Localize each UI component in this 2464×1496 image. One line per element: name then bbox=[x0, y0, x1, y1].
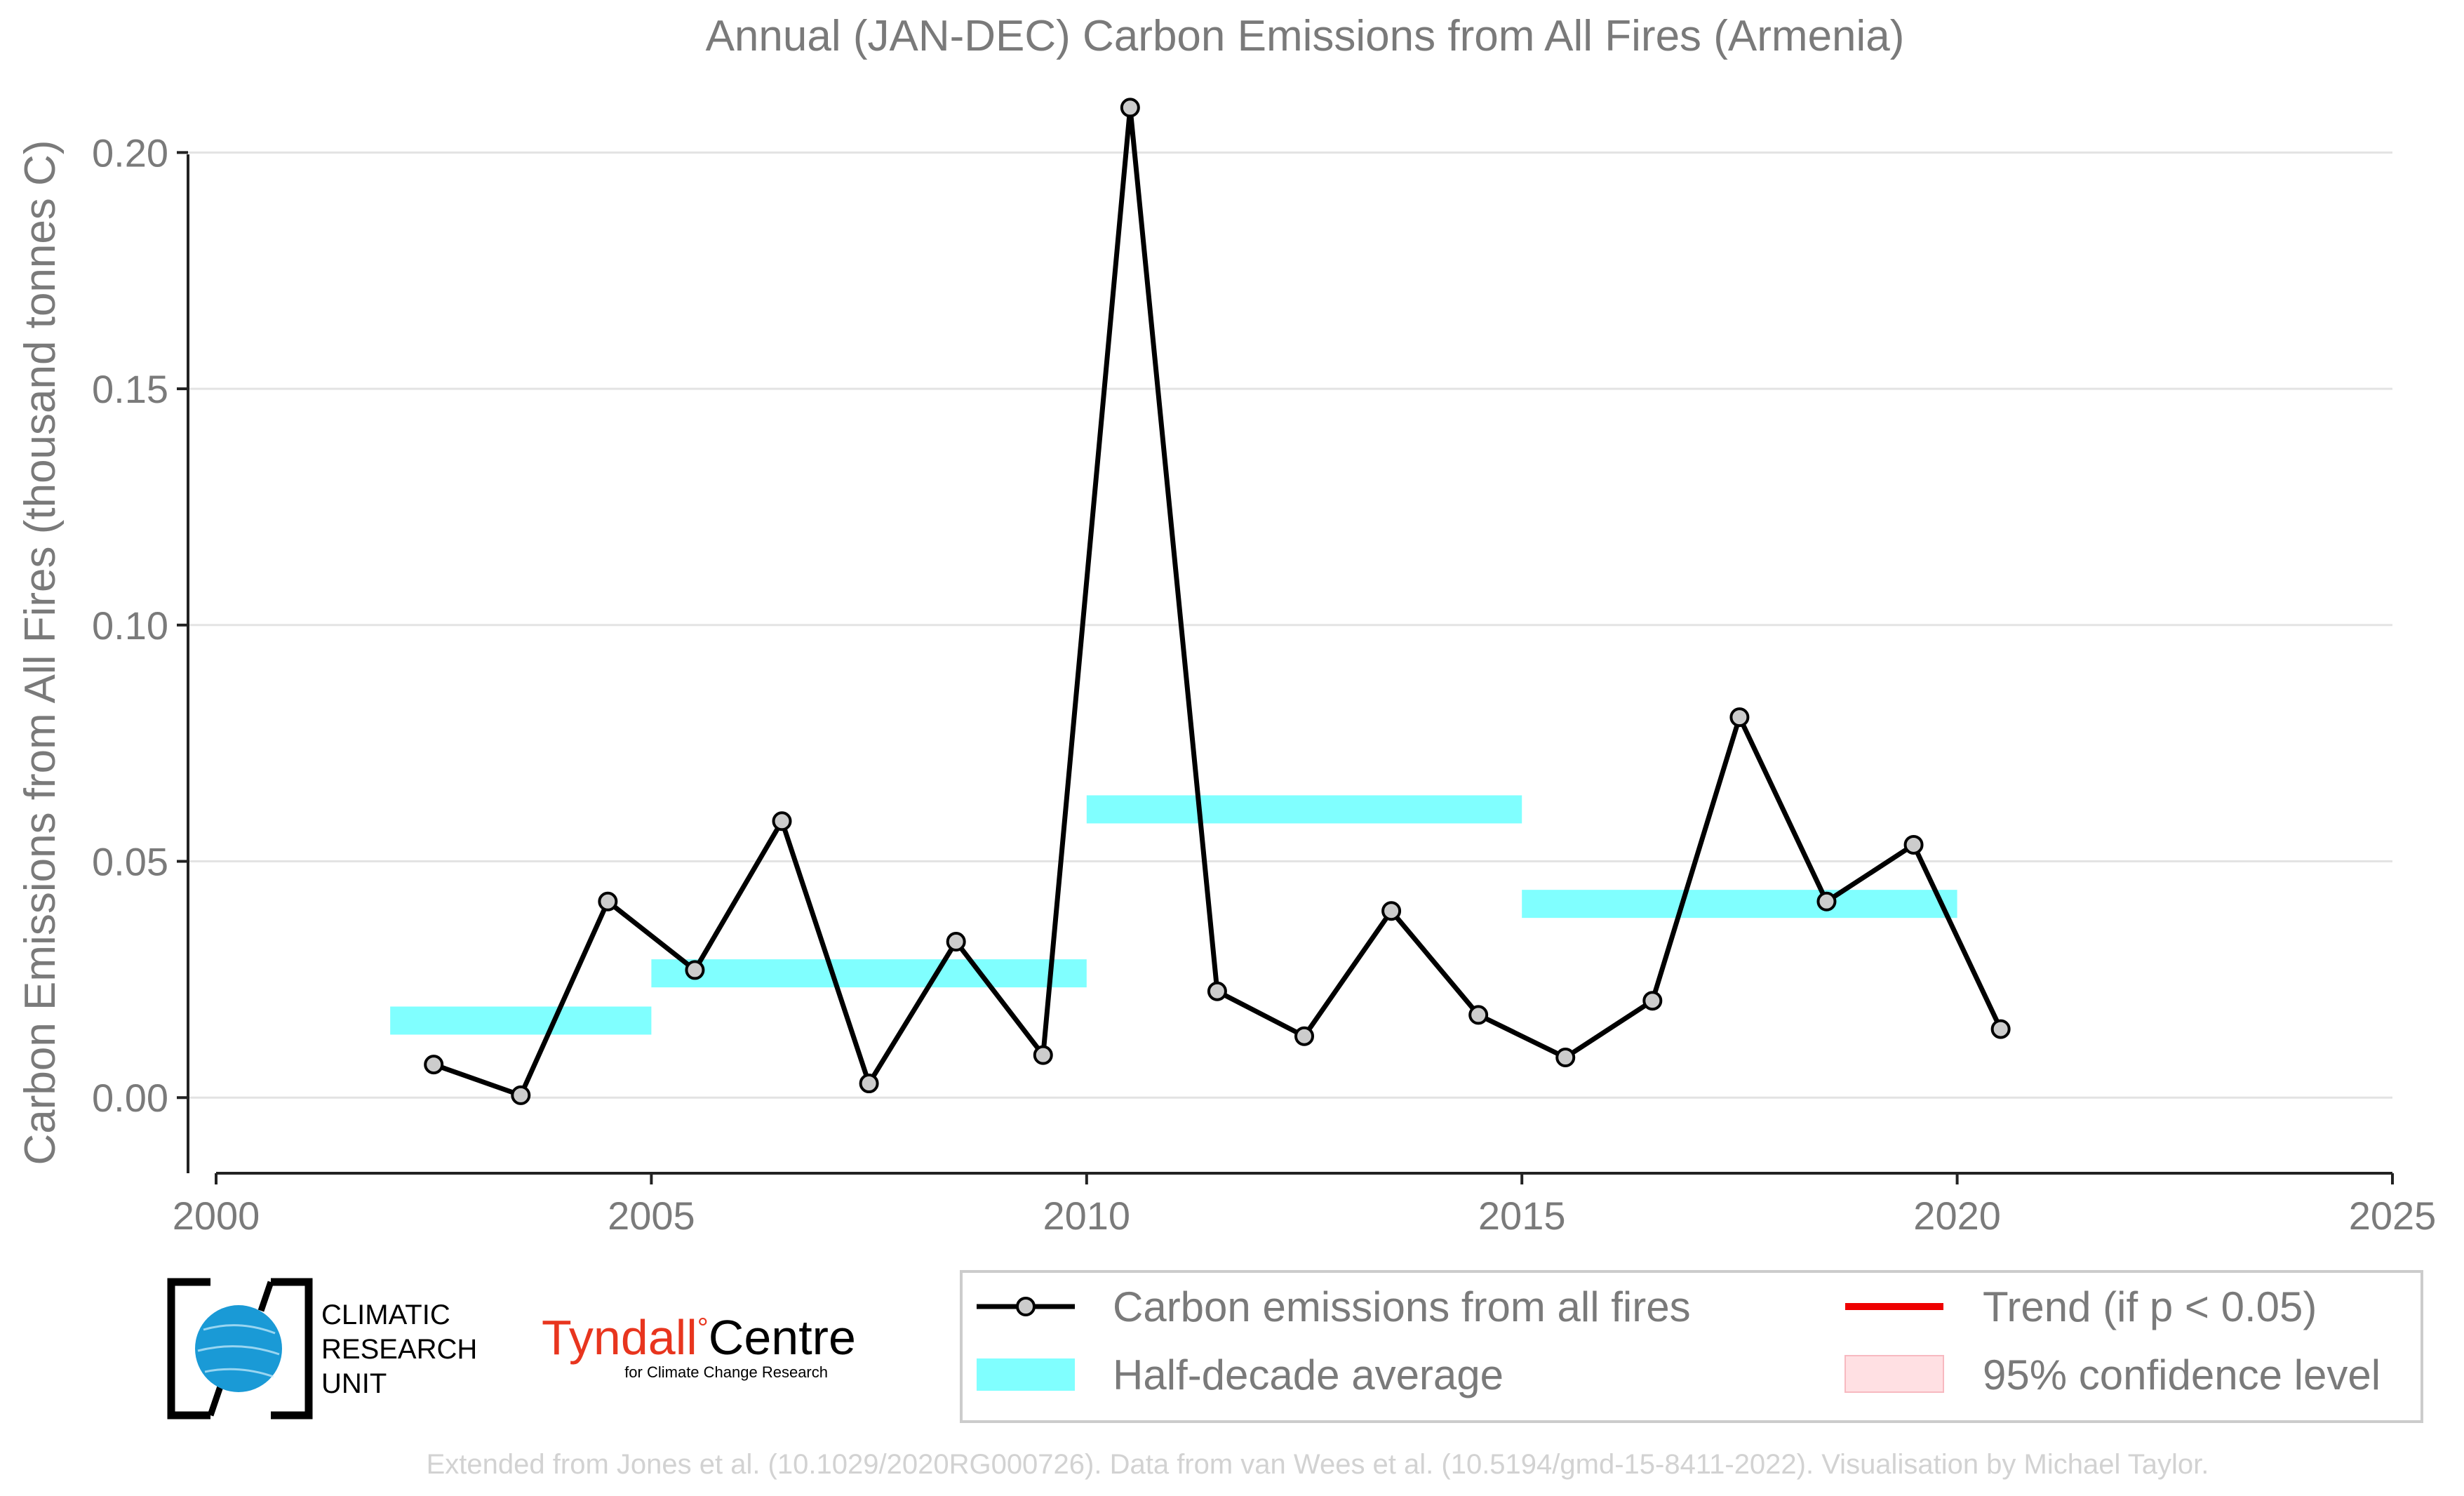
y-tick-label: 0.20 bbox=[92, 131, 168, 175]
tyndall-word: Tyndall bbox=[542, 1310, 697, 1365]
cru-line-1: CLIMATIC bbox=[321, 1300, 450, 1330]
legend-label-emissions: Carbon emissions from all fires bbox=[1113, 1283, 1691, 1330]
data-point bbox=[1207, 981, 1227, 1001]
y-ticks: 0.00 0.05 0.10 0.15 0.20 bbox=[92, 131, 188, 1120]
chart-title: Annual (JAN-DEC) Carbon Emissions from A… bbox=[706, 12, 1905, 60]
data-point bbox=[685, 960, 705, 980]
emissions-line bbox=[433, 105, 2003, 1098]
y-tick-label: 0.00 bbox=[92, 1076, 168, 1120]
cru-line-3: UNIT bbox=[321, 1368, 387, 1399]
half-decade-bar bbox=[1522, 890, 1957, 919]
data-point bbox=[1990, 1019, 2011, 1039]
globe-lines bbox=[197, 1324, 280, 1378]
cru-slash-top bbox=[257, 1281, 274, 1312]
data-point bbox=[772, 811, 792, 832]
legend-label-confidence: 95% confidence level bbox=[1983, 1351, 2381, 1398]
credit-line: Extended from Jones et al. (10.1029/2020… bbox=[427, 1449, 2209, 1480]
x-tick-label: 2015 bbox=[1478, 1194, 1566, 1238]
data-point bbox=[1381, 901, 1402, 921]
data-point bbox=[1033, 1045, 1053, 1065]
data-point bbox=[1729, 707, 1750, 728]
tyndall-centre-word: Centre bbox=[709, 1310, 856, 1365]
y-tick-label: 0.15 bbox=[92, 367, 168, 411]
tyndall-degree: ° bbox=[697, 1313, 709, 1344]
cru-bracket-left bbox=[167, 1278, 210, 1420]
data-point bbox=[598, 891, 618, 911]
half-decade-bar bbox=[1086, 795, 1522, 824]
data-point bbox=[1120, 98, 1140, 118]
cru-logo: CLIMATIC RESEARCH UNIT bbox=[167, 1278, 477, 1420]
grid-lines bbox=[188, 151, 2392, 1099]
legend: Carbon emissions from all fires Trend (i… bbox=[960, 1270, 2423, 1423]
x-ticks: 2000 2005 2010 2015 2020 2025 bbox=[173, 1173, 2437, 1238]
legend-swatch-average bbox=[977, 1358, 1075, 1391]
legend-marker-emissions bbox=[1016, 1297, 1036, 1316]
legend-label-trend: Trend (if p < 0.05) bbox=[1983, 1283, 2317, 1330]
data-point bbox=[1294, 1026, 1314, 1046]
x-tick-label: 2005 bbox=[608, 1194, 695, 1238]
y-axis-label: Carbon Emissions from All Fires (thousan… bbox=[16, 140, 65, 1165]
data-point bbox=[1555, 1048, 1576, 1068]
x-tick-label: 2025 bbox=[2349, 1194, 2437, 1238]
y-tick-label: 0.10 bbox=[92, 603, 168, 648]
legend-frame bbox=[960, 1270, 2423, 1423]
data-point bbox=[511, 1085, 531, 1105]
x-tick-label: 2020 bbox=[1913, 1194, 2001, 1238]
x-tick-label: 2010 bbox=[1043, 1194, 1131, 1238]
tyndall-subtitle: for Climate Change Research bbox=[624, 1363, 828, 1381]
data-point bbox=[1816, 891, 1837, 911]
emissions-series bbox=[424, 98, 2011, 1105]
data-point bbox=[1903, 834, 1924, 855]
data-point bbox=[1468, 1005, 1489, 1025]
y-tick-label: 0.05 bbox=[92, 840, 168, 884]
half-decade-bar bbox=[390, 1006, 652, 1035]
legend-label-average: Half-decade average bbox=[1113, 1351, 1504, 1398]
data-point bbox=[1642, 991, 1663, 1011]
data-point bbox=[859, 1074, 879, 1094]
legend-swatch-confidence bbox=[1844, 1355, 1944, 1393]
cru-line-2: RESEARCH bbox=[321, 1334, 477, 1365]
x-tick-label: 2000 bbox=[173, 1194, 260, 1238]
data-point bbox=[946, 932, 966, 952]
data-point bbox=[424, 1055, 444, 1075]
tyndall-logo: Tyndall°Centre for Climate Change Resear… bbox=[542, 1310, 856, 1381]
cru-bracket-right bbox=[271, 1278, 313, 1420]
half-decade-average-bars bbox=[390, 795, 1957, 1035]
cru-slash-bottom bbox=[207, 1385, 224, 1417]
half-decade-bar bbox=[651, 959, 1087, 988]
tyndall-name: Tyndall°Centre bbox=[542, 1310, 856, 1365]
